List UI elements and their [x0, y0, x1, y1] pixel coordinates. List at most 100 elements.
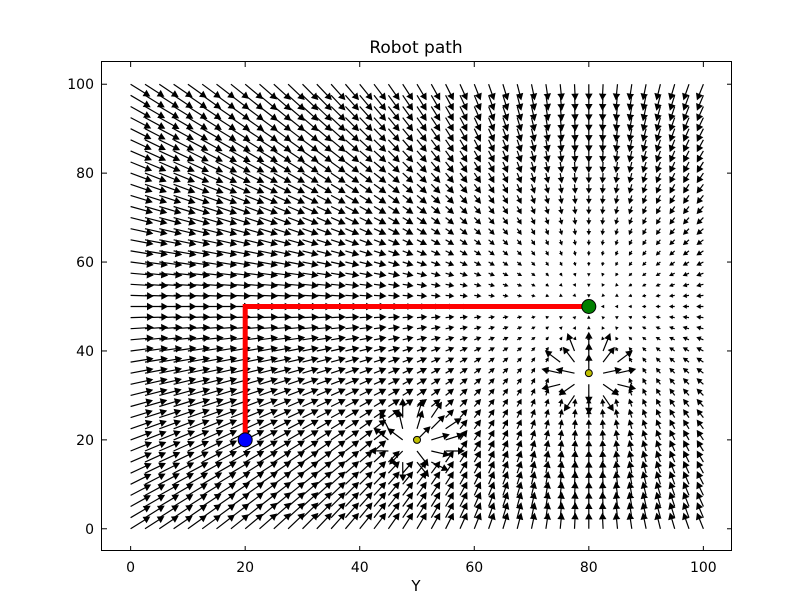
vector-arrow	[344, 492, 360, 507]
vector-arrow	[130, 194, 153, 204]
vector-arrow	[544, 398, 550, 407]
vector-arrow	[316, 281, 333, 289]
vector-arrow	[572, 272, 577, 277]
vector-arrow	[587, 262, 591, 267]
vector-arrow	[187, 515, 207, 530]
vector-arrow	[287, 228, 306, 236]
vector-arrow	[515, 502, 524, 518]
vector-arrow	[273, 409, 292, 419]
vector-arrow	[515, 450, 523, 463]
vector-arrow	[402, 139, 414, 152]
vector-arrow	[245, 260, 265, 268]
vector-arrow	[557, 173, 565, 184]
vector-arrow	[201, 440, 224, 452]
vector-arrow	[302, 356, 319, 364]
vector-arrow	[669, 388, 676, 396]
vector-arrow	[344, 512, 360, 530]
vector-arrow	[558, 398, 564, 407]
vector-arrow	[359, 249, 373, 257]
vector-arrow	[612, 128, 621, 142]
vector-arrow	[696, 282, 704, 288]
vector-arrow	[530, 206, 536, 215]
vector-arrow	[416, 83, 427, 101]
vector-arrow	[331, 334, 346, 343]
vector-arrow	[488, 228, 495, 235]
vector-arrow	[416, 367, 428, 375]
vector-arrow	[656, 398, 662, 407]
vector-arrow	[696, 217, 704, 225]
vector-arrow	[459, 325, 468, 331]
vector-arrow	[345, 270, 360, 279]
vector-arrow	[516, 272, 523, 277]
vector-arrow	[402, 502, 414, 519]
vector-arrow	[416, 206, 428, 214]
vector-arrow	[416, 357, 428, 364]
vector-arrow	[302, 260, 319, 268]
vector-arrow	[459, 260, 468, 267]
vector-arrow	[216, 183, 238, 194]
vector-arrow	[515, 460, 523, 474]
vector-arrow	[388, 324, 401, 332]
vector-arrow	[445, 106, 454, 122]
vector-arrow	[173, 483, 194, 496]
vector-arrow	[572, 250, 577, 256]
vector-arrow	[287, 205, 306, 215]
vector-arrow	[302, 228, 319, 236]
vector-arrow	[656, 388, 661, 396]
vector-arrow	[473, 228, 482, 235]
vector-arrow	[602, 395, 614, 412]
vector-arrow	[529, 117, 537, 132]
vector-arrow	[531, 261, 536, 266]
vector-arrow	[316, 345, 333, 353]
vector-arrow	[696, 161, 704, 173]
vector-arrow	[259, 345, 279, 353]
vector-arrow	[216, 205, 238, 215]
vector-arrow	[201, 150, 223, 162]
vector-arrow	[159, 387, 182, 396]
vector-arrow	[655, 408, 662, 418]
vector-arrow	[216, 161, 238, 173]
vector-arrow	[330, 217, 346, 225]
vector-arrow	[655, 440, 662, 452]
vector-arrow	[669, 367, 676, 374]
vector-arrow	[302, 249, 319, 257]
vector-arrow	[473, 83, 482, 101]
vector-arrow	[627, 419, 634, 429]
vector-arrow	[544, 206, 550, 215]
vector-arrow	[445, 292, 455, 299]
vector-arrow	[402, 128, 414, 142]
vector-arrow	[640, 471, 649, 485]
vector-arrow	[159, 205, 182, 215]
vector-arrow	[515, 440, 523, 452]
vector-arrow	[626, 84, 635, 101]
vector-arrow	[473, 128, 482, 142]
vector-arrow	[388, 281, 401, 289]
vector-arrow	[330, 430, 346, 441]
vector-arrow	[655, 357, 661, 363]
vector-arrow	[230, 451, 251, 463]
vector-arrow	[330, 228, 346, 236]
vector-arrow	[359, 399, 373, 408]
vector-arrow	[502, 388, 509, 396]
vector-arrow	[287, 260, 306, 268]
vector-arrow	[626, 460, 635, 474]
vector-arrow	[173, 366, 197, 374]
vector-arrow	[599, 195, 606, 205]
vector-arrow	[615, 272, 619, 277]
vector-arrow	[273, 398, 292, 408]
vector-arrow	[474, 325, 482, 331]
vector-arrow	[187, 139, 209, 151]
vector-arrow	[558, 383, 575, 396]
vector-arrow	[473, 161, 481, 173]
vector-arrow	[668, 117, 676, 132]
vector-arrow	[373, 194, 387, 204]
vector-arrow	[459, 450, 468, 463]
vector-arrow	[488, 293, 496, 299]
vector-arrow	[144, 430, 167, 441]
vector-arrow	[302, 492, 319, 507]
vector-arrow	[187, 194, 210, 205]
vector-arrow	[571, 491, 579, 507]
vector-arrow	[316, 430, 333, 441]
vector-arrow	[287, 217, 306, 226]
vector-arrow	[572, 398, 578, 407]
